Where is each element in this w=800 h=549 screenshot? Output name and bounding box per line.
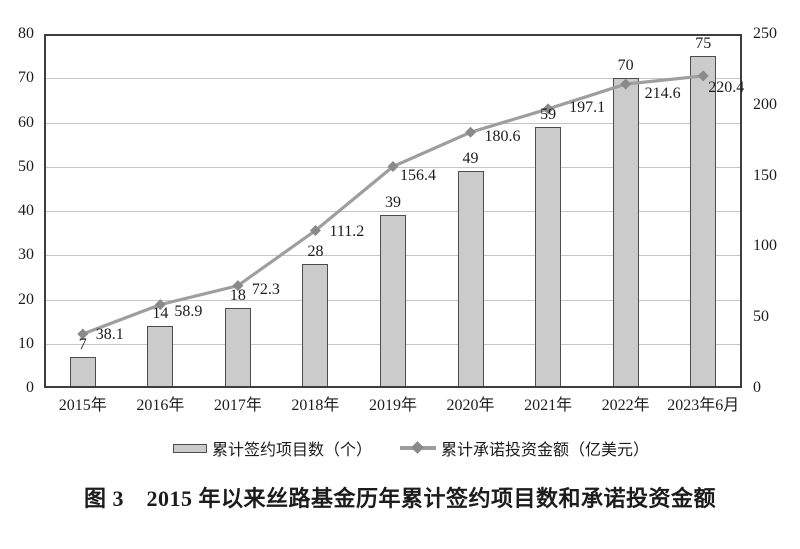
bar <box>535 126 562 388</box>
y-axis-right-tick-label: 250 <box>753 25 777 42</box>
bar-value-label: 28 <box>307 243 324 261</box>
line-value-label: 38.1 <box>95 326 124 344</box>
y-axis-left-tick-label: 50 <box>18 157 34 175</box>
line-series-swatch <box>400 441 436 454</box>
y-axis-right-tick-label: 200 <box>753 95 777 113</box>
line-value-label: 220.4 <box>708 78 745 96</box>
diamond-marker-icon <box>309 225 321 237</box>
y-axis-right-tick-label: 150 <box>753 166 777 184</box>
line-value-label: 197.1 <box>569 98 606 116</box>
bar-value-label: 75 <box>695 35 712 53</box>
line-value-label: 72.3 <box>251 280 280 298</box>
legend-item-investment: 累计承诺投资金额（亿美元） <box>400 436 649 460</box>
bar-value-label: 49 <box>462 150 479 168</box>
bar <box>457 171 484 388</box>
line-value-label: 180.6 <box>484 128 521 146</box>
y-axis-right-tick-label: 50 <box>753 308 769 326</box>
x-axis-tick-label: 2019年 <box>368 397 418 414</box>
line-value-label: 214.6 <box>644 85 681 103</box>
x-axis-tick-label: 2018年 <box>291 397 340 414</box>
bar-value-label: 7 <box>78 336 87 354</box>
y-axis-left-tick-label: 30 <box>18 246 34 264</box>
legend: 累计签约项目数（个） 累计承诺投资金额（亿美元） <box>0 436 800 460</box>
line-value-label: 58.9 <box>174 302 203 320</box>
bar-value-label: 39 <box>385 194 401 212</box>
legend-item-projects: 累计签约项目数（个） <box>172 436 372 460</box>
bar <box>224 308 251 388</box>
y-axis-left-tick-label: 70 <box>18 69 34 87</box>
diamond-marker-icon <box>411 441 424 454</box>
y-axis-left-tick-label: 0 <box>26 379 34 396</box>
y-axis-left-tick-label: 80 <box>18 25 34 42</box>
x-axis-tick-label: 2020年 <box>446 397 495 414</box>
bar-value-label: 14 <box>152 305 169 323</box>
line-value-label: 156.4 <box>400 166 436 184</box>
bar <box>302 264 329 388</box>
diamond-marker-icon <box>465 126 477 138</box>
bar <box>147 326 174 388</box>
x-axis-tick-label: 2015年 <box>58 397 107 414</box>
y-axis-right-tick-label: 100 <box>753 237 777 255</box>
bar <box>612 78 639 388</box>
bar-series-swatch <box>172 443 207 453</box>
x-axis-tick-label: 2017年 <box>213 397 262 414</box>
y-axis-right-tick-label: 0 <box>753 379 761 396</box>
legend-label-projects: 累计签约项目数（个） <box>211 442 372 459</box>
figure-caption: 图 3 2015 年以来丝路基金历年累计签约项目数和承诺投资金额 <box>83 486 716 511</box>
y-axis-left-tick-label: 20 <box>18 290 34 308</box>
x-axis-tick-label: 2021年 <box>524 397 573 414</box>
y-axis-left-tick-label: 40 <box>18 202 34 219</box>
x-axis-tick-label: 2016年 <box>136 397 185 414</box>
bar <box>380 215 406 388</box>
bar-value-label: 18 <box>229 287 246 305</box>
line-value-label: 111.2 <box>329 222 365 240</box>
legend-label-investment: 累计承诺投资金额（亿美元） <box>441 442 650 459</box>
x-axis-tick-label: 2022年 <box>601 397 650 414</box>
y-axis-left-tick-label: 60 <box>18 113 34 131</box>
bar <box>690 56 717 388</box>
bar <box>69 357 96 388</box>
x-axis-tick-label: 2023年6月 <box>667 397 740 414</box>
bar-value-label: 70 <box>617 57 634 75</box>
bar-value-label: 59 <box>540 105 557 123</box>
y-axis-left-tick-label: 10 <box>18 334 34 352</box>
